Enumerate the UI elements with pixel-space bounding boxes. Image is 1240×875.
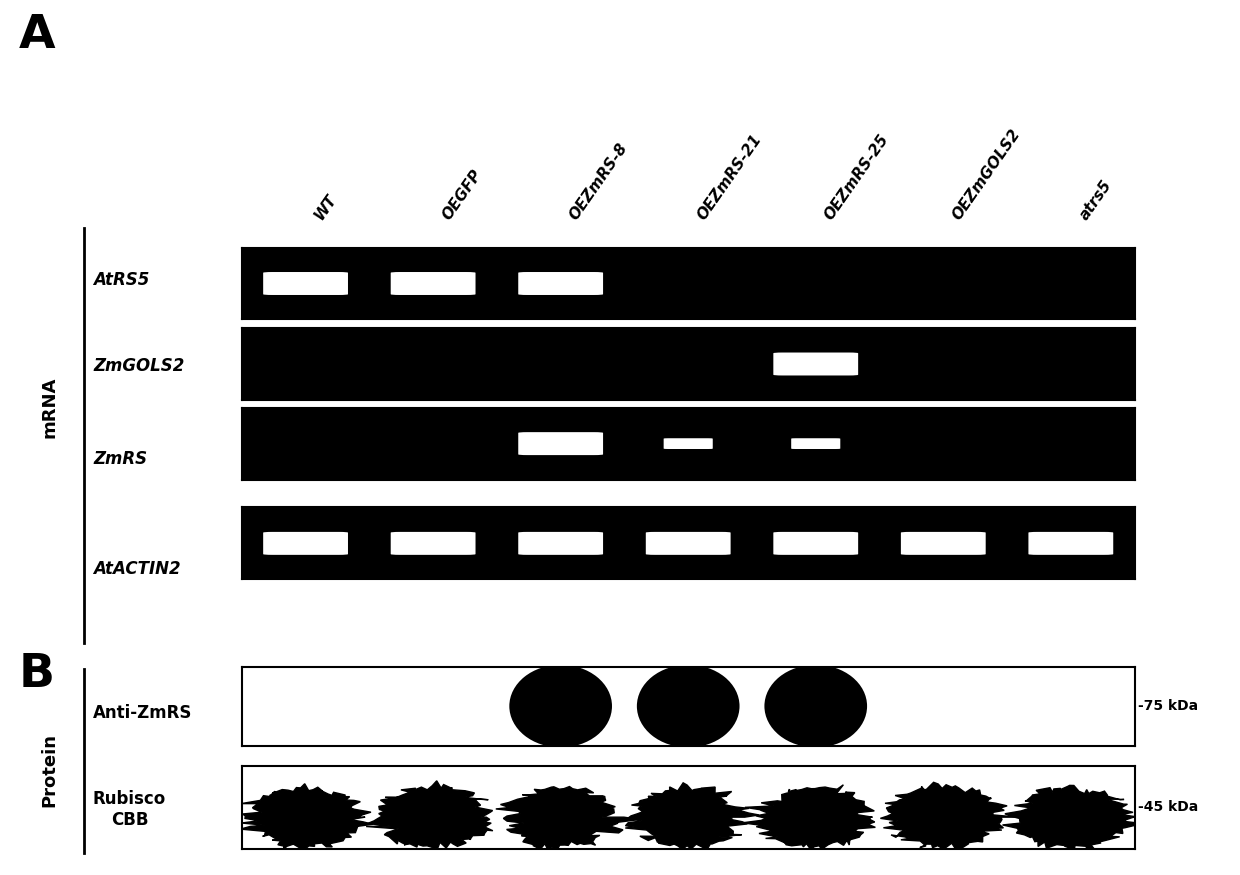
Text: WT: WT (311, 192, 340, 223)
Text: ZmRS: ZmRS (93, 451, 148, 468)
Text: -45 kDa: -45 kDa (1138, 800, 1199, 814)
Polygon shape (241, 784, 373, 850)
Text: Anti-ZmRS: Anti-ZmRS (93, 704, 192, 722)
Text: A: A (19, 13, 56, 58)
FancyBboxPatch shape (263, 272, 348, 295)
FancyBboxPatch shape (391, 272, 475, 295)
Polygon shape (1002, 786, 1142, 850)
FancyBboxPatch shape (774, 353, 858, 375)
Text: ZmGOLS2: ZmGOLS2 (93, 357, 185, 374)
Text: OEGFP: OEGFP (439, 167, 485, 223)
Text: mRNA: mRNA (41, 376, 58, 438)
FancyBboxPatch shape (663, 438, 713, 449)
Text: atrs5: atrs5 (1078, 178, 1115, 223)
Polygon shape (625, 783, 759, 850)
FancyBboxPatch shape (518, 432, 603, 455)
Text: -75 kDa: -75 kDa (1138, 699, 1198, 713)
Polygon shape (880, 782, 1018, 850)
Ellipse shape (764, 665, 867, 747)
Text: Rubisco
CBB: Rubisco CBB (93, 790, 166, 829)
Text: B: B (19, 652, 55, 696)
Text: OEZmRS-8: OEZmRS-8 (567, 141, 631, 223)
FancyBboxPatch shape (791, 438, 841, 449)
Text: AtRS5: AtRS5 (93, 271, 149, 289)
FancyBboxPatch shape (901, 532, 986, 555)
Ellipse shape (637, 665, 739, 747)
FancyBboxPatch shape (646, 532, 730, 555)
Polygon shape (366, 780, 492, 852)
FancyBboxPatch shape (774, 532, 858, 555)
FancyBboxPatch shape (391, 532, 475, 555)
FancyBboxPatch shape (518, 272, 603, 295)
Ellipse shape (510, 665, 613, 747)
FancyBboxPatch shape (1028, 532, 1114, 555)
Text: Protein: Protein (41, 733, 58, 807)
Text: OEZmRS-21: OEZmRS-21 (694, 132, 764, 223)
Text: OEZmRS-25: OEZmRS-25 (822, 132, 892, 223)
Polygon shape (496, 787, 640, 852)
Text: AtACTIN2: AtACTIN2 (93, 560, 181, 578)
Polygon shape (743, 785, 875, 850)
FancyBboxPatch shape (263, 532, 348, 555)
FancyBboxPatch shape (518, 532, 603, 555)
Text: OEZmGOLS2: OEZmGOLS2 (950, 127, 1023, 223)
